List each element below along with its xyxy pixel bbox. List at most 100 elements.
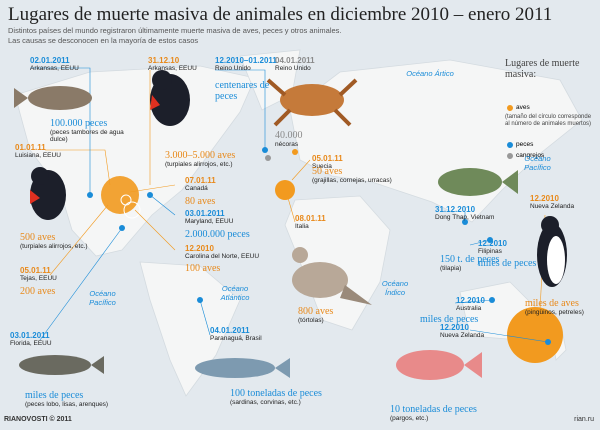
event-date: 05.01.11	[312, 154, 343, 163]
event-date: 01.01.11	[15, 143, 46, 152]
ocean-label: Océano Índico	[381, 279, 409, 297]
event-note: (peces tambores de agua dulce)	[50, 129, 124, 144]
event-body: 40.000 nécoras	[275, 130, 325, 148]
event-note: (grajillas, cornejas, urracas)	[312, 177, 392, 184]
ocean-label: Océano Atlántico	[220, 284, 250, 302]
subtitle: Distintos países del mundo registraron ú…	[8, 26, 342, 35]
event-note: (peces lobo, lisas, arenques)	[25, 401, 109, 408]
event-place: Florida, EEUU	[10, 340, 52, 348]
ocean-label: Océano Pacífico	[524, 154, 551, 172]
event-note: nécoras	[275, 141, 299, 148]
event-body: 80 aves	[185, 196, 245, 207]
event-count: 100.000 peces	[50, 118, 108, 129]
event-date: 31.12.10	[148, 56, 180, 65]
penguin	[537, 216, 567, 287]
event-place: Reino Unido	[275, 65, 311, 73]
event-date: 08.01.11	[295, 214, 326, 223]
event-count: 50 aves	[312, 166, 343, 177]
event-place: Carolina del Norte, EEUU	[185, 253, 260, 261]
legend-label: aves	[516, 104, 530, 111]
markers	[87, 147, 563, 363]
event-place: Nueva Zelanda	[440, 332, 485, 340]
event-body: 50 aves (grajillas, cornejas, urracas)	[312, 166, 392, 184]
event-head: 12.2010 Nueva Zelanda	[440, 323, 484, 340]
event-count: 800 aves	[298, 306, 334, 317]
event-note: (turpiales alirrojos, etc.)	[20, 243, 88, 250]
event-body: 200 aves	[20, 286, 80, 297]
event-body: miles de peces (peces lobo, lisas, arenqu…	[25, 390, 125, 408]
event-head: 01.01.11 Luisiana, EEUU	[15, 143, 61, 160]
event-head: 12.2010 Filipinas	[478, 239, 507, 256]
event-date: 07.01.11	[185, 176, 216, 185]
legend-label: cangrejos	[516, 152, 545, 159]
event-count: 2.000.000 peces	[185, 229, 250, 240]
event-count: 3.000–5.000 aves	[165, 150, 236, 161]
event-place: Maryland, EEUU	[185, 218, 234, 226]
footer-bar	[0, 414, 600, 430]
event-head: 12.2010 Carolina del Norte, EEUU	[185, 244, 259, 261]
event-place: Arkansas, EEUU	[30, 65, 79, 73]
event-date: 03.01.2011	[10, 331, 50, 340]
event-place: Paranaguá, Brasil	[210, 335, 262, 343]
event-place: Dong Thap, Vietnam	[435, 214, 495, 222]
event-date: 12.2010	[530, 194, 559, 203]
event-note: (sardinas, corvinas, etc.)	[230, 399, 301, 406]
footer-url: rian.ru	[574, 416, 594, 423]
event-date: 04.01.2011	[275, 56, 315, 65]
title: Lugares de muerte masiva de animales en …	[8, 4, 553, 25]
event-note: (turpiales alirrojos, etc.)	[165, 161, 233, 168]
event-body: 10 toneladas de peces (pargos, etc.)	[390, 404, 500, 422]
ocean-label: Océano Ártico	[406, 69, 454, 78]
event-place: Italia	[295, 223, 309, 231]
event-date: 12.2010	[456, 296, 485, 305]
fish-sardine	[195, 358, 290, 378]
event-date: 12.2010	[185, 244, 214, 253]
subtitle: Las causas se desconocen en la mayoría d…	[8, 36, 199, 45]
bird	[150, 70, 190, 126]
event-count: 200 aves	[20, 286, 56, 297]
event-count: miles de peces	[478, 258, 537, 269]
event-count: 150 t. de peces	[440, 254, 500, 265]
event-head: 04.01.2011 Reino Unido	[275, 56, 315, 73]
event-date: 12.2010	[478, 239, 507, 248]
event-date: 03.01.2011	[185, 209, 225, 218]
event-head: 12.2010–01.2011 Reino Unido	[215, 56, 277, 73]
event-place: Tejas, EEUU	[20, 275, 57, 283]
event-body: miles de aves (pingüinos, petreles)	[525, 298, 595, 316]
fish-tilapia	[438, 168, 518, 196]
event-body: 2.000.000 peces	[185, 229, 255, 240]
event-count: 10 toneladas de peces	[390, 404, 477, 415]
ocean-label: Océano Pacífico	[89, 289, 116, 307]
event-body: miles de peces	[420, 314, 490, 325]
animals	[14, 70, 567, 380]
event-note: (pingüinos, petreles)	[525, 309, 584, 316]
event-body: 150 t. de peces (tilapia)	[440, 254, 510, 272]
event-count: 100 aves	[185, 263, 221, 274]
event-head: 08.01.11 Italia	[295, 214, 326, 231]
event-body: 100 aves	[185, 263, 245, 274]
event-place: Luisiana, EEUU	[15, 152, 61, 160]
event-body: 100 toneladas de peces (sardinas, corvina…	[230, 388, 340, 406]
legend-title: Lugares de muerte masiva:	[505, 58, 580, 80]
event-head: 04.01.2011 Paranaguá, Brasil	[210, 326, 262, 343]
event-body: centenares de peces	[215, 80, 275, 102]
event-date: 12.2010–01.2011	[215, 56, 277, 65]
event-head: 03.01.2011 Florida, EEUU	[10, 331, 52, 348]
event-body: 100.000 peces (peces tambores de agua dul…	[50, 118, 130, 144]
event-note: (pargos, etc.)	[390, 415, 429, 422]
event-count: centenares de peces	[215, 80, 270, 102]
event-place: Nueva Zelanda	[530, 203, 575, 211]
leader-lines	[45, 70, 546, 311]
event-count: 80 aves	[185, 196, 216, 207]
event-note: (tórtolas)	[298, 317, 324, 324]
event-place: Australia	[456, 305, 482, 313]
event-body: 500 aves (turpiales alirrojos, etc.)	[20, 232, 100, 250]
event-count: miles de aves	[525, 298, 579, 309]
dove	[292, 247, 372, 305]
legend-note: (tamaño del círculo corresponde al númer…	[505, 114, 592, 127]
event-place: Canadá	[185, 185, 208, 193]
event-body: 800 aves (tórtolas)	[298, 306, 358, 324]
event-count: 500 aves	[20, 232, 56, 243]
